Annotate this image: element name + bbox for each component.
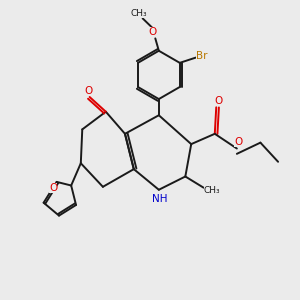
- Text: O: O: [214, 96, 223, 106]
- Text: O: O: [84, 85, 92, 95]
- Text: O: O: [234, 137, 242, 147]
- Text: Br: Br: [196, 51, 208, 62]
- Text: CH₃: CH₃: [130, 9, 147, 18]
- Text: CH₃: CH₃: [203, 185, 220, 194]
- Text: NH: NH: [152, 194, 167, 204]
- Text: O: O: [49, 183, 57, 194]
- Text: O: O: [148, 27, 157, 37]
